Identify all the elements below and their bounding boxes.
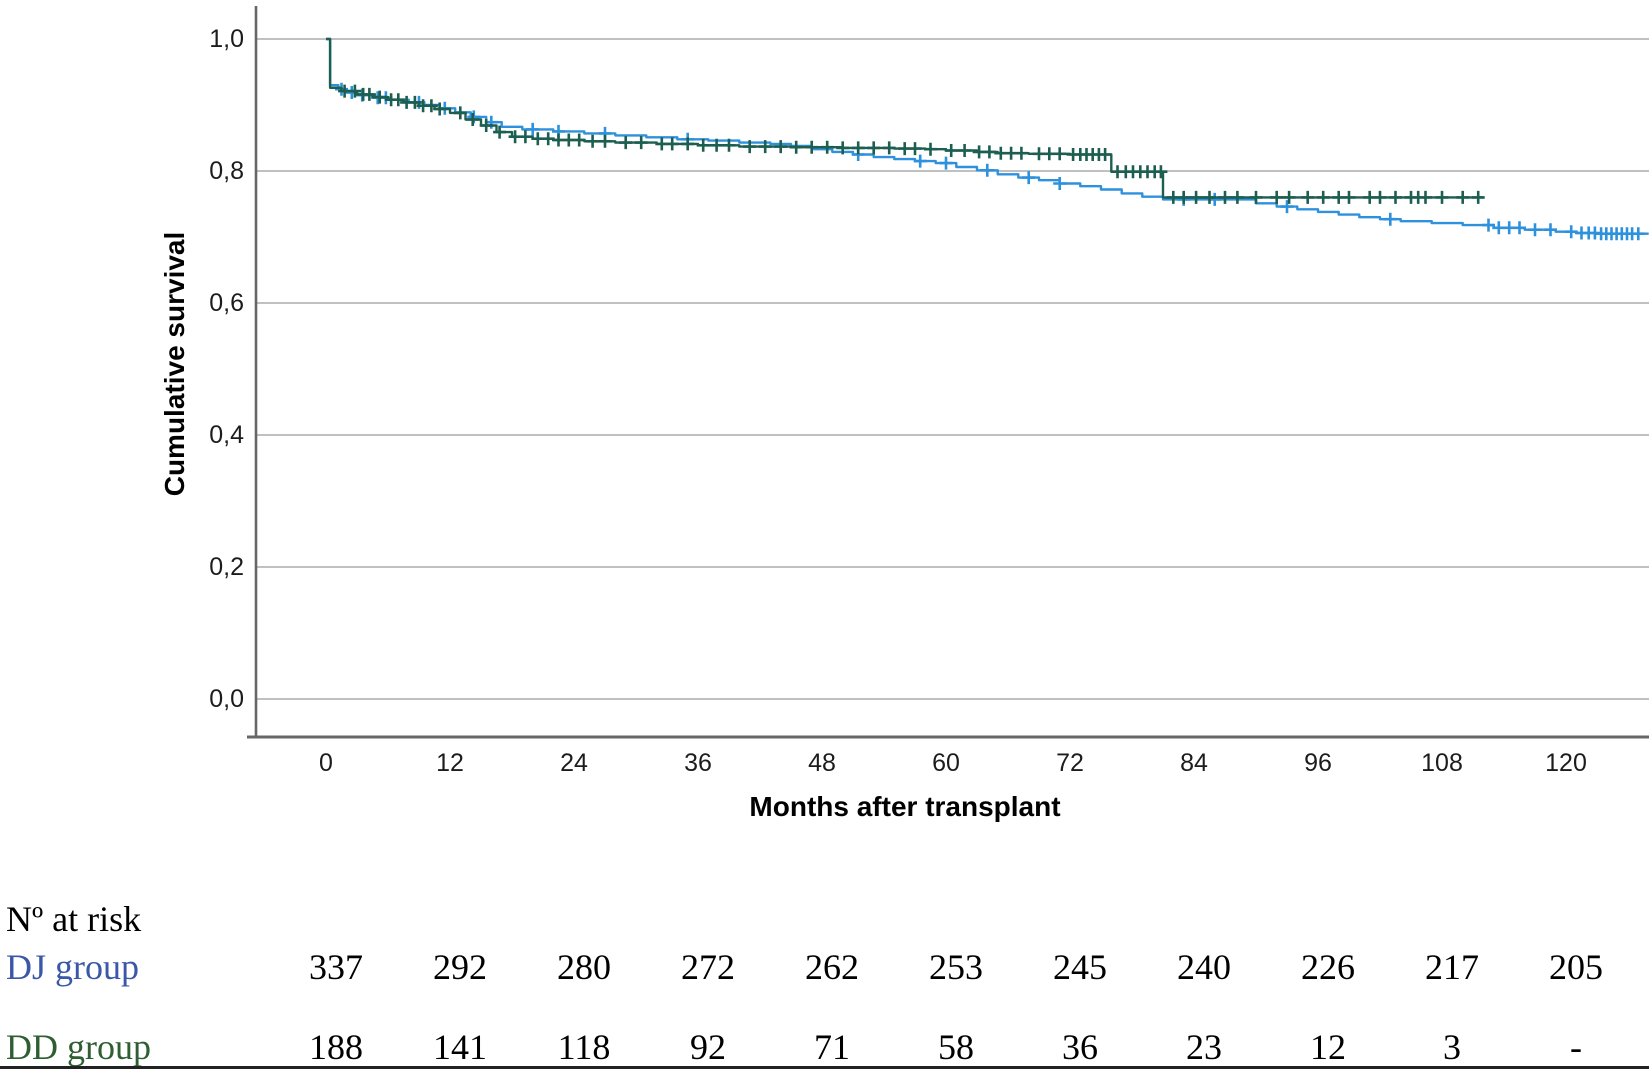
risk-value: 240	[1177, 947, 1231, 987]
risk-value: 118	[557, 1027, 611, 1067]
x-tick-label: 48	[808, 749, 836, 777]
risk-value: 58	[938, 1027, 974, 1067]
risk-value: 188	[309, 1027, 363, 1067]
risk-value: 253	[929, 947, 983, 987]
risk-value: 92	[690, 1027, 726, 1067]
risk-value: 23	[1186, 1027, 1222, 1067]
survival-curve-dj	[326, 37, 1649, 235]
y-tick-label: 0,0	[209, 685, 244, 713]
x-tick-label: 36	[684, 749, 712, 777]
y-tick-label: 0,8	[209, 157, 244, 185]
risk-value: 226	[1301, 947, 1355, 987]
risk-row-label-dj: DJ group	[6, 947, 139, 987]
risk-value: 36	[1062, 1027, 1098, 1067]
risk-table-header: Nº at risk	[6, 899, 142, 939]
risk-value: 280	[557, 947, 611, 987]
risk-value: 245	[1053, 947, 1107, 987]
x-tick-label: 108	[1421, 749, 1463, 777]
y-tick-label: 1,0	[209, 25, 244, 53]
x-tick-label: 120	[1545, 749, 1587, 777]
y-tick-label: 0,6	[209, 289, 244, 317]
risk-value: 262	[805, 947, 859, 987]
risk-value: 141	[433, 1027, 487, 1067]
x-tick-label: 72	[1056, 749, 1084, 777]
risk-value: 71	[814, 1027, 850, 1067]
risk-value: 272	[681, 947, 735, 987]
y-tick-label: 0,2	[209, 553, 244, 581]
x-axis-title: Months after transplant	[749, 791, 1061, 822]
risk-value: 217	[1425, 947, 1479, 987]
risk-row-label-dd: DD group	[6, 1027, 151, 1067]
x-tick-label: 84	[1180, 749, 1208, 777]
x-tick-label: 0	[319, 749, 333, 777]
survival-curve-dd	[326, 37, 1484, 199]
x-tick-label: 96	[1304, 749, 1332, 777]
y-axis-title: Cumulative survival	[159, 231, 190, 497]
x-tick-label: 60	[932, 749, 960, 777]
risk-value: -	[1570, 1027, 1582, 1067]
y-tick-label: 0,4	[209, 421, 244, 449]
risk-value: 337	[309, 947, 363, 987]
x-tick-label: 24	[560, 749, 588, 777]
censor-marks-dj	[335, 82, 1645, 241]
x-tick-label: 12	[436, 749, 464, 777]
risk-value: 205	[1549, 947, 1603, 987]
risk-value: 292	[433, 947, 487, 987]
risk-value: 3	[1443, 1027, 1461, 1067]
risk-value: 12	[1310, 1027, 1346, 1067]
figure-bottom-rule	[0, 1066, 1649, 1069]
censor-marks-dd	[338, 84, 1485, 204]
